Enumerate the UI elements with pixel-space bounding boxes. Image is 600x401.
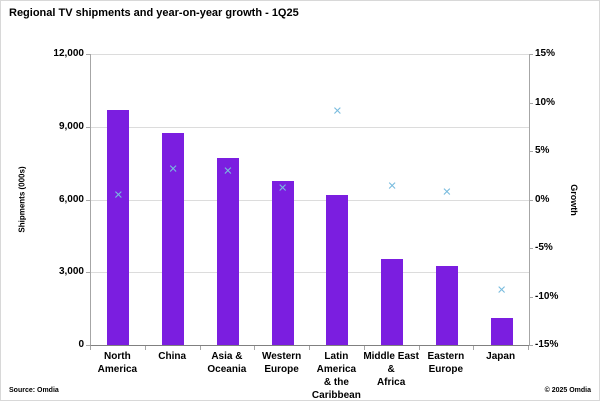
y-axis-tick-left: 9,000	[58, 120, 84, 132]
x-axis-tick-mark	[309, 346, 310, 350]
gridline	[91, 199, 529, 201]
x-axis-category-label-line: Japan	[486, 351, 516, 362]
y-axis-tick-left: 3,000	[58, 266, 84, 278]
axis-tick-mark	[529, 54, 533, 55]
y-axis-tick-right: 15%	[535, 48, 556, 59]
gridline	[91, 54, 529, 55]
growth-marker: ×	[497, 281, 507, 299]
axis-tick-mark	[529, 248, 533, 249]
growth-marker: ×	[332, 102, 342, 120]
axis-tick-mark	[86, 54, 90, 55]
axis-tick-mark	[529, 151, 533, 152]
x-axis-category-label: Eastern Europe	[416, 350, 477, 376]
plot-area: × × × × × × × ×	[90, 54, 530, 346]
gridline	[91, 272, 529, 274]
x-axis-tick-mark	[90, 346, 91, 350]
axis-tick-mark	[86, 272, 90, 274]
x-axis-tick-mark	[528, 346, 529, 350]
shipments-bar	[435, 266, 458, 345]
y-axis-tick-left: 0	[78, 339, 84, 350]
x-axis-category-label: North America	[87, 350, 148, 376]
x-axis-tick-mark	[199, 346, 201, 350]
growth-marker: ×	[278, 179, 288, 197]
x-axis-category-label-line: North	[104, 351, 131, 362]
axis-tick-mark	[529, 199, 533, 201]
x-axis-tick-mark	[363, 346, 365, 350]
x-axis-category-label-line: Oceania	[207, 364, 247, 375]
y-axis-tick-left: 12,000	[53, 48, 84, 59]
x-axis-tick-mark	[418, 346, 420, 350]
x-axis-category-label: China	[142, 350, 203, 363]
shipments-bar	[216, 158, 239, 345]
shipments-bar	[162, 132, 185, 345]
x-axis-category-label-line: Africa	[376, 377, 406, 388]
x-axis-category-label-line: America	[97, 364, 138, 375]
x-axis-tick-mark	[254, 346, 256, 350]
growth-marker: ×	[113, 186, 123, 204]
x-axis-category-label: Japan	[470, 350, 531, 363]
y-axis-tick-right: 10%	[535, 96, 556, 108]
chart-title: Regional TV shipments and year-on-year g…	[9, 7, 299, 19]
x-axis-category-label-line: China	[158, 351, 187, 362]
x-axis-category-label-line: Caribbean	[311, 390, 361, 401]
x-axis-category-label-line: Western	[261, 351, 302, 362]
axis-tick-mark	[529, 345, 533, 346]
axis-tick-mark	[529, 296, 533, 298]
axis-tick-mark	[86, 199, 90, 201]
shipments-bar	[271, 181, 294, 345]
x-axis-category-label: Middle East & Africa	[361, 350, 422, 389]
y-axis-tick-right: 5%	[535, 145, 550, 156]
shipments-bar	[326, 194, 349, 345]
copyright-note: © 2025 Omdia	[544, 387, 591, 394]
y-axis-tick-right: 0%	[535, 193, 550, 205]
x-axis-category-label: Western Europe	[251, 350, 312, 376]
x-axis-category-label-line: Latin America	[316, 351, 357, 375]
gridline	[91, 126, 529, 128]
x-axis-category-label-line: Middle East &	[363, 351, 419, 375]
x-axis-category-label: Latin America & the Caribbean	[306, 350, 367, 401]
shipments-bar	[107, 109, 130, 345]
axis-tick-mark	[86, 345, 90, 346]
source-note: Source: Omdia	[9, 387, 59, 394]
x-axis-category-label-line: Europe	[428, 364, 464, 375]
growth-marker: ×	[387, 177, 397, 195]
growth-marker: ×	[442, 183, 452, 201]
x-axis-category-label-line: & the	[323, 377, 349, 388]
x-axis-tick-mark	[473, 346, 475, 350]
x-axis-category-label: Asia & Oceania	[197, 350, 258, 376]
growth-marker: ×	[168, 160, 178, 178]
x-axis-category-label-line: Europe	[264, 364, 299, 375]
x-axis-category-label-line: Eastern	[427, 351, 465, 362]
growth-marker: ×	[223, 162, 233, 180]
y-axis-tick-right: -5%	[535, 242, 553, 253]
shipments-bar	[490, 318, 513, 345]
y-axis-tick-right: -15%	[535, 339, 559, 350]
x-axis-tick-mark	[144, 346, 146, 350]
x-axis-category-label-line: Asia &	[211, 351, 243, 362]
y-axis-tick-left: 6,000	[58, 193, 84, 205]
shipments-bar	[381, 258, 404, 345]
axis-tick-mark	[86, 126, 90, 128]
axis-tick-mark	[529, 102, 533, 104]
y-axis-tick-right: -10%	[535, 290, 559, 302]
